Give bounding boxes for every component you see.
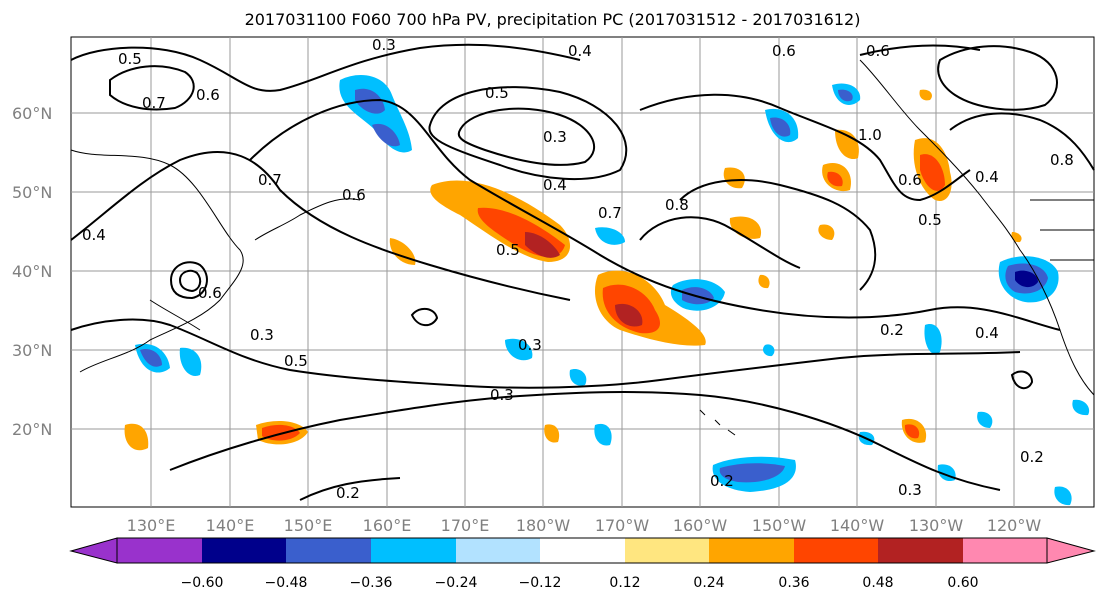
colorbar-segment (371, 538, 456, 563)
lon-label: 170°E (441, 516, 490, 535)
contour-label: 0.7 (142, 94, 166, 112)
contour-label: 0.3 (543, 128, 567, 146)
contour-label: 0.6 (342, 186, 366, 204)
contour-label: 0.2 (1020, 448, 1044, 466)
contour-label: 0.5 (118, 50, 142, 68)
contour-label: 0.3 (898, 481, 922, 499)
lat-label: 60°N (12, 104, 52, 123)
contour-label: 0.8 (665, 196, 689, 214)
colorbar-tick-label: −0.48 (265, 575, 308, 591)
coastlines (70, 59, 1095, 436)
graticule (71, 37, 1094, 507)
contour-label: 0.4 (568, 42, 592, 60)
colorbar-segment (286, 538, 371, 563)
contour-label: 0.5 (284, 352, 308, 370)
colorbar-segment (117, 538, 202, 563)
contour-label: 0.8 (1050, 151, 1074, 169)
colorbar-tick-label: −0.24 (435, 575, 478, 591)
contour-label: 0.3 (518, 336, 542, 354)
lon-label: 140°E (206, 516, 255, 535)
contour-label: 0.2 (336, 484, 360, 502)
colorbar (69, 537, 1096, 564)
lon-label: 140°W (830, 516, 885, 535)
colorbar-max-arrow (1046, 537, 1096, 564)
contour-labels: 0.5 0.3 0.4 0.6 0.6 0.7 0.6 0.5 0.3 0.4 … (82, 36, 1074, 502)
contour-label: 0.4 (82, 226, 106, 244)
colorbar-min-arrow (69, 537, 118, 564)
colorbar-segment (625, 538, 709, 563)
contour-label: 0.2 (710, 472, 734, 490)
contour-label: 0.3 (490, 386, 514, 404)
map-frame (70, 36, 1095, 508)
chart-title: 2017031100 F060 700 hPa PV, precipitatio… (244, 10, 861, 29)
lon-label: 180°W (516, 516, 571, 535)
colorbar-segment (878, 538, 963, 563)
colorbar-outline (116, 537, 1048, 564)
lon-label: 170°W (595, 516, 650, 535)
contour-label: 0.6 (772, 42, 796, 60)
colorbar-segment (794, 538, 878, 563)
colorbar-tick-label: −0.36 (350, 575, 393, 591)
contour-label: 0.4 (543, 176, 567, 194)
contour-label: 0.5 (496, 241, 520, 259)
longitude-labels: 130°E 140°E 150°E 160°E 170°E 180°W 170°… (127, 516, 1042, 535)
colorbar-tick-label: 0.60 (947, 575, 978, 591)
contour-label: 0.3 (372, 36, 396, 54)
colorbar-tick-label: 0.24 (693, 575, 724, 591)
lon-label: 160°W (673, 516, 728, 535)
lat-label: 30°N (12, 341, 52, 360)
colorbar-segment (963, 538, 1047, 563)
contour-label: 0.6 (898, 171, 922, 189)
contour-label: 0.7 (258, 171, 282, 189)
contour-label: 0.6 (866, 42, 890, 60)
contour-label: 0.6 (196, 86, 220, 104)
contour-label: 0.4 (975, 324, 999, 342)
contour-label: 0.7 (598, 204, 622, 222)
colorbar-tick-label: 0.48 (862, 575, 893, 591)
contour-label: 0.3 (250, 326, 274, 344)
contour-label: 0.6 (198, 284, 222, 302)
lon-label: 130°W (909, 516, 964, 535)
contour-label: 0.2 (880, 321, 904, 339)
colorbar-segment (540, 538, 625, 563)
lat-label: 20°N (12, 420, 52, 439)
contour-label: 0.5 (918, 211, 942, 229)
lat-label: 40°N (12, 262, 52, 281)
pv-contours (70, 43, 1095, 501)
contour-label: 1.0 (858, 126, 882, 144)
lon-label: 130°E (127, 516, 176, 535)
lon-label: 150°E (284, 516, 333, 535)
contour-label: 0.5 (485, 84, 509, 102)
colorbar-tick-label: −0.12 (519, 575, 562, 591)
colorbar-segment (202, 538, 286, 563)
lat-label: 50°N (12, 183, 52, 202)
lon-label: 150°W (752, 516, 807, 535)
contour-label: 0.4 (975, 168, 999, 186)
lon-label: 160°E (363, 516, 412, 535)
colorbar-tick-label: 0.36 (778, 575, 809, 591)
colorbar-tick-labels: −0.60 −0.48 −0.36 −0.24 −0.12 0.12 0.24 … (181, 575, 979, 591)
latitude-labels: 60°N 50°N 40°N 30°N 20°N (12, 104, 52, 439)
colorbar-segment (709, 538, 794, 563)
lon-label: 120°W (987, 516, 1042, 535)
colorbar-segment (456, 538, 540, 563)
colorbar-tick-label: 0.12 (609, 575, 640, 591)
colorbar-tick-label: −0.60 (181, 575, 224, 591)
